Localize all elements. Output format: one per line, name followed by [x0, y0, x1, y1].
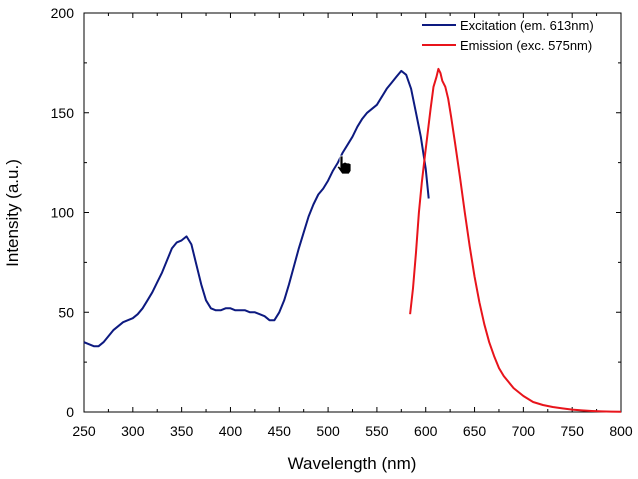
x-tick-label: 400: [219, 423, 243, 439]
legend-label-excitation: Excitation (em. 613nm): [460, 18, 594, 33]
series-line-excitation: [83, 69, 430, 348]
series-layer: [83, 67, 622, 413]
x-tick-label: 550: [365, 423, 389, 439]
x-tick-label: 250: [72, 423, 96, 439]
x-tick-label: 700: [512, 423, 536, 439]
x-tick-label: 500: [316, 423, 340, 439]
x-tick-label: 800: [609, 423, 633, 439]
y-axis-ticks: 0 50 100 150 200: [51, 5, 621, 420]
x-tick-label: 300: [121, 423, 145, 439]
cursor-hand-icon: [336, 155, 352, 175]
x-axis-ticks: 250 300 350 400 450 500 550 600 650 700 750 800: [72, 13, 633, 439]
x-tick-label: 450: [268, 423, 292, 439]
x-tick-label: 600: [414, 423, 438, 439]
x-tick-label: 750: [561, 423, 585, 439]
y-tick-label: 200: [51, 5, 75, 21]
x-tick-label: 650: [463, 423, 487, 439]
y-tick-label: 0: [66, 404, 74, 420]
series-line-emission: [409, 67, 622, 413]
x-tick-label: 350: [170, 423, 194, 439]
y-tick-label: 150: [51, 105, 75, 121]
y-axis-title: Intensity (a.u.): [3, 159, 22, 267]
legend-label-emission: Emission (exc. 575nm): [460, 38, 592, 53]
y-tick-label: 100: [51, 205, 75, 221]
plot-area: [83, 12, 622, 413]
y-tick-label: 50: [58, 304, 74, 320]
x-axis-title: Wavelength (nm): [288, 454, 417, 473]
legend: Excitation (em. 613nm) Emission (exc. 57…: [422, 18, 594, 53]
